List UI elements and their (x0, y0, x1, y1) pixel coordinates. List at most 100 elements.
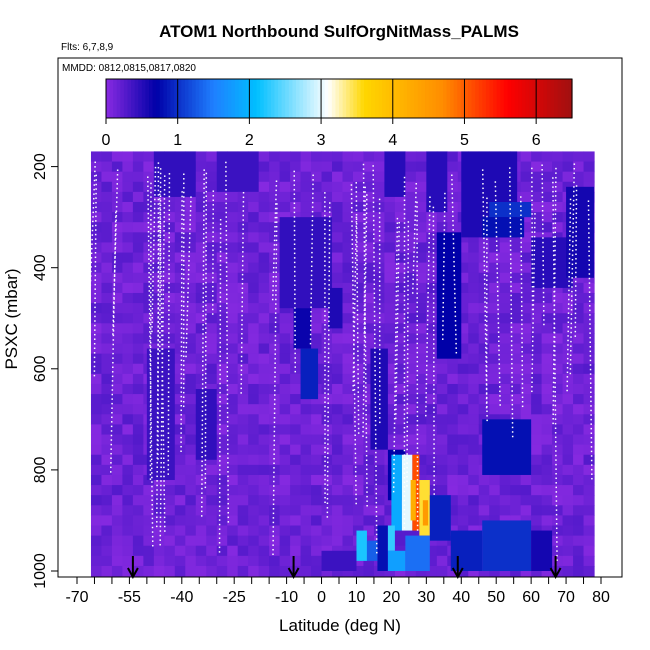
heatmap-cell (132, 181, 144, 193)
heatmap-cell (468, 313, 480, 324)
heatmap-cell (279, 454, 291, 466)
heatmap-cell (520, 474, 532, 486)
heatmap-cell (269, 282, 281, 294)
heatmap-cell (164, 242, 176, 254)
heatmap-cell (132, 464, 144, 476)
heatmap-cell (101, 343, 113, 355)
heatmap-cell (269, 151, 281, 163)
heatmap-cell (332, 343, 344, 355)
heatmap-cell (405, 201, 417, 213)
heatmap-cell (90, 454, 103, 466)
heatmap-cell (489, 252, 501, 264)
heatmap-cell (300, 161, 312, 173)
colorbar-segment (163, 79, 168, 118)
colorbar-segment (106, 79, 111, 118)
heatmap-cell (290, 373, 302, 385)
heatmap-cell (122, 212, 134, 223)
heatmap-cell (132, 303, 144, 314)
heatmap-cell (90, 343, 103, 355)
heatmap-cell (373, 272, 386, 284)
heatmap-cell (300, 545, 312, 557)
heatmap-cell (321, 444, 333, 456)
heatmap-cell (342, 434, 354, 446)
y-tick-label: 1000 (32, 553, 49, 589)
heatmap-cell (311, 171, 323, 183)
heatmap-cell (384, 201, 396, 213)
heatmap-cell (237, 525, 249, 537)
heatmap-cell (394, 414, 406, 426)
heatmap-cell (457, 232, 469, 244)
heatmap-cell (520, 333, 532, 345)
heatmap-cell (216, 343, 228, 355)
heatmap-cell (258, 424, 270, 436)
heatmap-cell (384, 232, 396, 244)
heatmap-cell (258, 212, 270, 223)
heatmap-cell (290, 424, 302, 436)
heatmap-cell (248, 383, 260, 395)
heatmap-cell (394, 201, 406, 213)
heatmap-cell (237, 565, 249, 577)
heatmap-cell (583, 333, 595, 345)
heatmap-cell (552, 353, 564, 365)
heatmap-cell (164, 555, 176, 567)
heatmap-cell (216, 232, 228, 244)
heatmap-cell (101, 363, 113, 375)
heatmap-cell (426, 565, 438, 577)
heatmap-cell (531, 485, 543, 496)
heatmap-cell (562, 394, 574, 405)
heatmap-cell (573, 414, 585, 426)
heatmap-cell (478, 363, 490, 375)
heatmap-cell (269, 414, 281, 426)
heatmap-cell (499, 292, 511, 304)
heatmap-cell (111, 454, 124, 466)
heatmap-cell (342, 353, 354, 365)
heatmap-cell (447, 353, 459, 365)
heatmap-cell (363, 212, 375, 223)
heatmap-cell (583, 404, 595, 415)
heatmap-cell (405, 232, 417, 244)
heatmap-cell (541, 323, 553, 335)
heatmap-cell (457, 363, 469, 375)
heatmap-cell (248, 232, 260, 244)
colorbar-segment (138, 79, 143, 118)
heatmap-cell (552, 292, 564, 304)
heatmap-cell (227, 555, 239, 567)
heatmap-cell (279, 444, 291, 456)
heatmap-cell (520, 303, 532, 314)
track-marker-arrowhead (451, 567, 464, 580)
heatmap-cell (101, 434, 113, 446)
heatmap-cell (216, 545, 228, 557)
heatmap-cell (300, 424, 312, 436)
heatmap-cell (373, 464, 386, 476)
heatmap-cell (342, 485, 354, 496)
heatmap-cell (426, 222, 438, 233)
heatmap-cell (541, 181, 553, 193)
heatmap-cell (143, 515, 155, 527)
heatmap-cell (111, 242, 124, 254)
heatmap-cell (258, 555, 270, 567)
heatmap-cell (520, 161, 532, 173)
colorbar-segment (475, 79, 480, 118)
colorbar-segment (428, 79, 433, 118)
heatmap-cell (174, 262, 186, 274)
heatmap-cell (321, 464, 333, 476)
heatmap-cell (468, 383, 480, 395)
heatmap-cell (352, 565, 365, 577)
heatmap-cell (279, 474, 291, 486)
heatmap-cell (185, 555, 197, 567)
heatmap-cell (248, 535, 260, 547)
heatmap-cell (436, 424, 448, 436)
heatmap-cell (573, 404, 585, 415)
heatmap-cell (227, 333, 239, 345)
heatmap-cell (541, 353, 553, 365)
heatmap-cell (478, 323, 490, 335)
heatmap-cell (164, 201, 176, 213)
heatmap-cell (258, 464, 270, 476)
heatmap-cell (216, 201, 228, 213)
heatmap-cell (384, 252, 396, 264)
colorbar-segment (410, 79, 415, 118)
heatmap-cell (510, 232, 522, 244)
heatmap-cell (90, 313, 103, 324)
heatmap-cell (426, 333, 438, 345)
